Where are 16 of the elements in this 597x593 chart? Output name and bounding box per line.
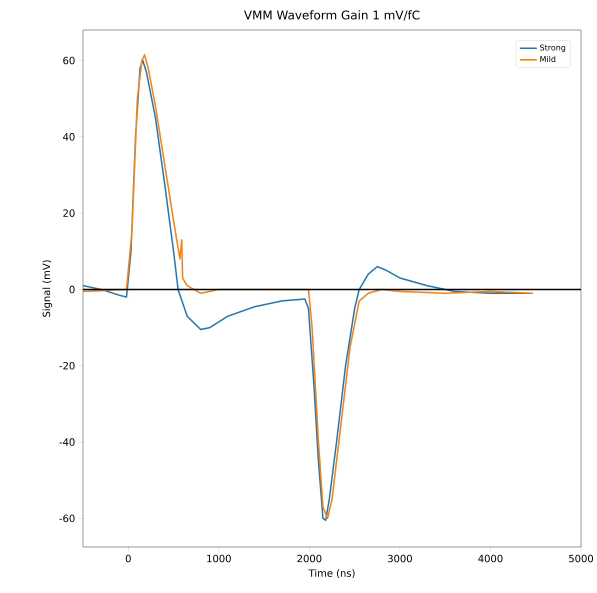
x-tick-label: 2000 bbox=[297, 554, 322, 562]
x-tick-label: 0 bbox=[126, 554, 131, 562]
y-tick-label: 0 bbox=[70, 286, 75, 294]
y-tick-label: -40 bbox=[59, 438, 75, 446]
chart-title: VMM Waveform Gain 1 mV/fC bbox=[244, 10, 420, 20]
y-axis-title: Signal (mV) bbox=[42, 260, 52, 317]
y-tick-label: 40 bbox=[63, 133, 75, 141]
x-tick-label: 5000 bbox=[569, 554, 594, 562]
y-tick-label: 20 bbox=[63, 209, 75, 217]
x-tick-label: 1000 bbox=[207, 554, 231, 562]
x-axis-title: Time (ns) bbox=[308, 569, 355, 578]
y-tick-label: 60 bbox=[63, 56, 75, 64]
y-tick-label: -20 bbox=[59, 362, 75, 370]
y-tick-label: -60 bbox=[59, 514, 75, 522]
x-tick-label: 3000 bbox=[388, 554, 412, 562]
x-tick-label: 4000 bbox=[478, 554, 502, 562]
